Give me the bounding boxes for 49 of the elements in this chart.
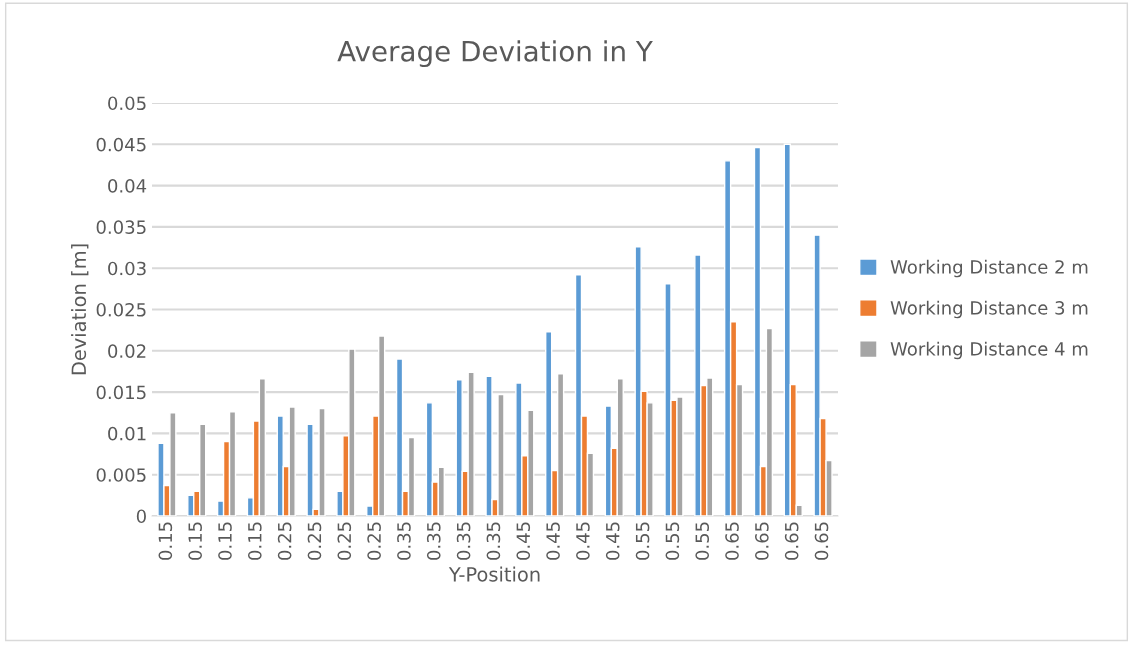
bar bbox=[485, 375, 493, 516]
y-tick-label: 0.05 bbox=[108, 96, 146, 111]
bar bbox=[664, 283, 672, 516]
y-axis-title: Deviation [m] bbox=[71, 244, 89, 375]
y-tick-label: 0.03 bbox=[108, 261, 146, 276]
x-tick-label: 0.45 bbox=[576, 522, 590, 560]
legend-label: Working Distance 4 m bbox=[890, 341, 1088, 360]
x-tick-label: 0.55 bbox=[665, 522, 680, 560]
x-tick-label: 0.35 bbox=[486, 522, 501, 560]
bar bbox=[395, 358, 404, 516]
x-tick-label: 0.15 bbox=[188, 522, 202, 560]
y-tick-label: 0.045 bbox=[96, 137, 146, 152]
x-tick-label: 0.55 bbox=[635, 522, 650, 560]
x-axis-title: Y-Position bbox=[448, 566, 540, 582]
x-tick-label: 0.15 bbox=[247, 522, 262, 560]
y-tick-label: 0.005 bbox=[96, 468, 146, 482]
x-tick-label: 0.55 bbox=[695, 522, 710, 560]
y-tick-label: 0.035 bbox=[96, 220, 146, 235]
y-tick-label: 0.015 bbox=[96, 385, 146, 400]
x-tick-label: 0.65 bbox=[755, 522, 769, 560]
bar bbox=[157, 442, 165, 516]
chart-title: Average Deviation in Y bbox=[337, 40, 653, 68]
x-tick-label: 0.25 bbox=[307, 522, 322, 560]
x-tick-label: 0.65 bbox=[814, 522, 829, 560]
x-tick-label: 0.65 bbox=[725, 522, 739, 560]
y-tick-label: 0.01 bbox=[108, 426, 146, 441]
x-tick-label: 0.15 bbox=[158, 522, 173, 560]
x-tick-label: 0.35 bbox=[426, 522, 441, 560]
y-tick-label: 0.04 bbox=[108, 179, 147, 193]
x-tick-label: 0.35 bbox=[397, 522, 411, 560]
x-tick-label: 0.35 bbox=[456, 522, 471, 560]
x-tick-label: 0.45 bbox=[546, 522, 560, 560]
x-tick-label: 0.25 bbox=[367, 522, 381, 560]
bar bbox=[306, 423, 314, 516]
bar bbox=[515, 382, 523, 516]
bar bbox=[545, 331, 553, 516]
x-tick-label: 0.45 bbox=[516, 522, 531, 560]
x-tick-label: 0.15 bbox=[218, 522, 232, 560]
y-tick-label: 0.025 bbox=[96, 302, 146, 317]
x-tick-label: 0.45 bbox=[605, 522, 620, 560]
y-tick-label: 0.02 bbox=[108, 344, 146, 358]
bar bbox=[425, 402, 434, 516]
legend-label: Working Distance 3 m bbox=[890, 300, 1088, 319]
y-tick-label: 0 bbox=[136, 509, 146, 524]
legend-label: Working Distance 2 m bbox=[890, 259, 1088, 278]
x-tick-label: 0.65 bbox=[784, 522, 799, 560]
x-tick-label: 0.25 bbox=[337, 522, 352, 560]
x-tick-label: 0.25 bbox=[277, 522, 292, 560]
bar bbox=[753, 146, 762, 516]
